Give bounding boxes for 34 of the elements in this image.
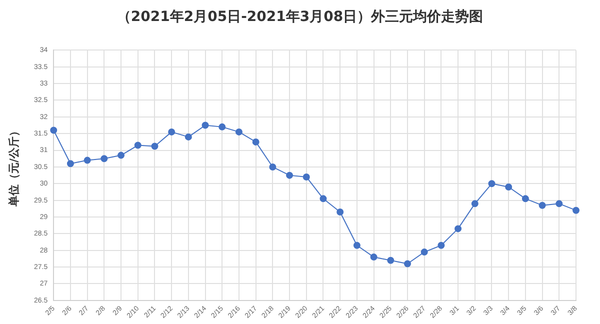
point [151, 142, 158, 150]
point [471, 200, 478, 208]
point [404, 260, 411, 268]
point [572, 206, 580, 214]
point [134, 142, 142, 149]
point [286, 172, 294, 179]
point [538, 202, 546, 209]
point [168, 128, 176, 136]
point [438, 242, 445, 249]
point [320, 195, 327, 202]
point [488, 180, 496, 188]
point [218, 123, 226, 130]
point [336, 208, 344, 216]
point [50, 126, 58, 134]
chart-title: （2021年2月05日-2021年3月08日）外三元均价走势图 [116, 8, 484, 26]
point [118, 152, 125, 159]
point [420, 248, 428, 256]
point [302, 173, 310, 180]
point [100, 155, 108, 162]
point [269, 163, 276, 170]
point [84, 156, 91, 164]
point [454, 225, 462, 232]
point [202, 122, 209, 129]
point [353, 242, 360, 249]
point [387, 256, 394, 264]
point [66, 160, 74, 168]
point [184, 133, 192, 140]
y-axis-title: 单位（元/公斤） [6, 125, 22, 207]
point [505, 183, 512, 190]
point [522, 195, 529, 202]
point [235, 128, 242, 136]
point [370, 254, 378, 261]
point [252, 138, 260, 146]
point [556, 200, 563, 208]
